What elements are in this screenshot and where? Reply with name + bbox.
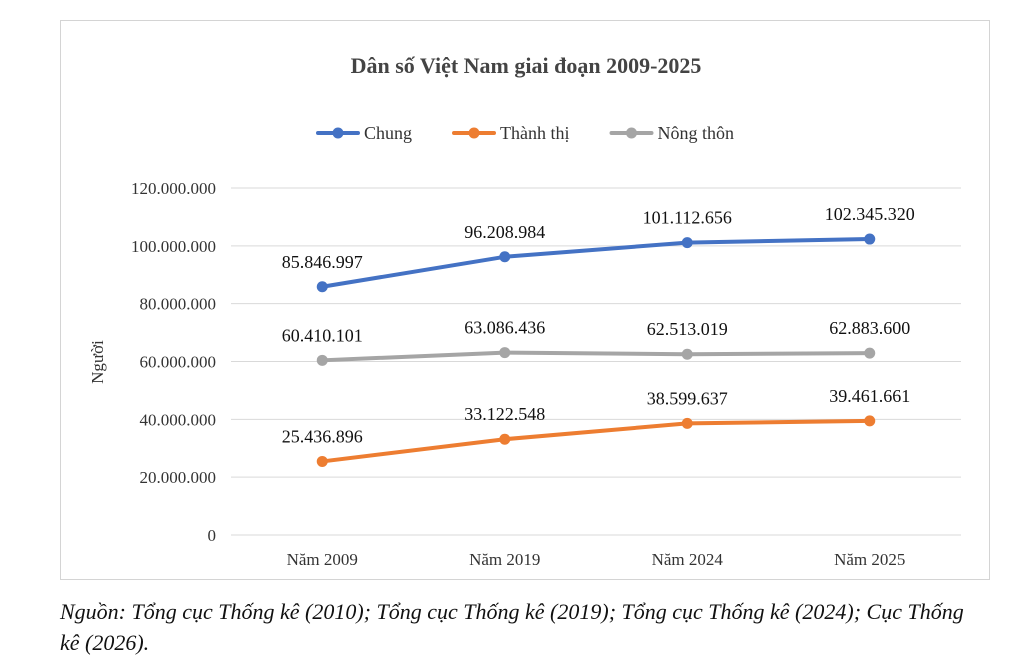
data-label: 62.513.019 [647,319,728,339]
legend-swatch-marker [468,127,480,139]
gridlines [231,187,961,536]
legend-swatch-marker [626,127,638,139]
y-tick-label: 80.000.000 [140,295,217,314]
data-point [316,281,328,293]
data-label: 62.883.600 [829,318,910,338]
series-line-nông-thôn [320,350,872,363]
line-chart: Dân số Việt Nam giai đoạn 2009-2025 Ngườ… [88,53,961,569]
y-tick-label: 0 [208,526,217,545]
data-labels: 85.846.997 96.208.984 101.112.656 102.345.3… [282,204,915,446]
source-note: Nguồn: Tổng cục Thống kê (2010); Tổng cụ… [60,599,964,655]
data-point [681,348,693,360]
legend-label: Chung [364,123,412,143]
chart-frame: Dân số Việt Nam giai đoạn 2009-2025 Ngườ… [60,20,990,580]
data-point [864,233,876,245]
data-label: 39.461.661 [829,386,910,406]
series-line-thành-thị [320,418,872,464]
data-point [316,354,328,366]
data-label: 102.345.320 [825,204,915,224]
data-point [316,455,328,467]
legend-item: Nông thôn [609,123,735,143]
y-tick-label: 20.000.000 [140,468,217,487]
data-point [681,237,693,249]
legend-label: Thành thị [500,123,570,143]
data-label: 60.410.101 [282,325,363,345]
legend: Chung Thành thị Nông thôn [315,123,735,143]
data-label: 63.086.436 [464,318,545,338]
data-point [864,347,876,359]
x-tick-label: Năm 2019 [469,550,540,569]
legend-swatch-marker [332,127,344,139]
data-point [499,433,511,445]
y-axis-ticks: 0 20.000.000 40.000.000 60.000.000 80.000.00… [131,179,216,545]
data-point [864,415,876,427]
x-tick-label: Năm 2009 [287,550,358,569]
data-point [499,347,511,359]
series-group [316,233,876,467]
data-label: 25.436.896 [282,426,363,446]
y-tick-label: 100.000.000 [131,237,216,256]
x-axis-ticks: Năm 2009 Năm 2019 Năm 2024 Năm 2025 [287,550,906,569]
data-label: 101.112.656 [643,208,732,228]
legend-label: Nông thôn [658,123,735,143]
y-tick-label: 40.000.000 [140,410,217,429]
y-tick-label: 120.000.000 [131,179,216,198]
data-label: 38.599.637 [647,388,728,408]
legend-item: Thành thị [452,123,570,143]
data-label: 96.208.984 [464,222,545,242]
series-line-chung [320,237,872,289]
chart-title: Dân số Việt Nam giai đoạn 2009-2025 [351,53,702,78]
data-point [681,417,693,429]
y-axis-title: Người [88,340,107,384]
y-tick-label: 60.000.000 [140,353,217,372]
x-tick-label: Năm 2024 [652,550,724,569]
x-tick-label: Năm 2025 [834,550,905,569]
data-label: 85.846.997 [282,252,363,272]
data-point [499,251,511,263]
data-label: 33.122.548 [464,404,545,424]
legend-item: Chung [315,123,412,143]
